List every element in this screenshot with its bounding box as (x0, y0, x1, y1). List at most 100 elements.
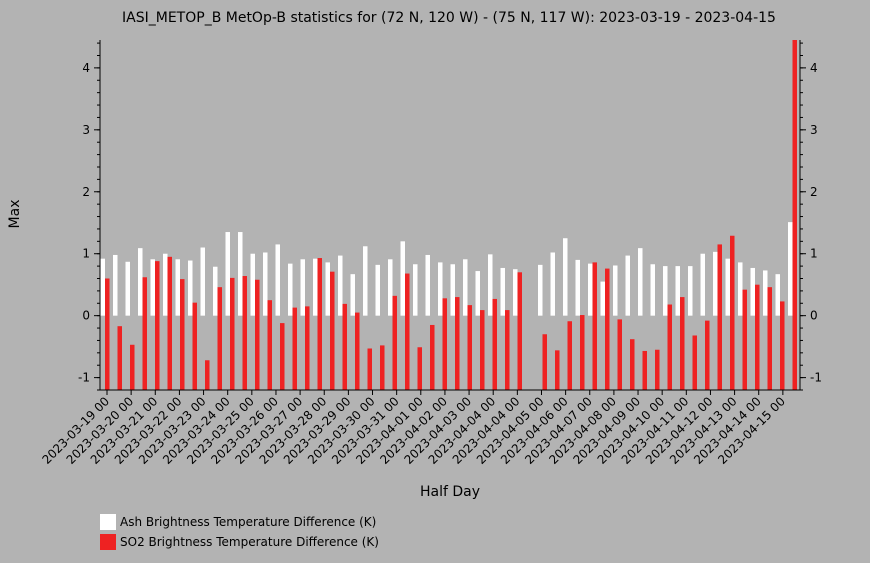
ash-bar (775, 274, 780, 316)
so2-bar (617, 319, 622, 390)
ash-bar (113, 254, 118, 316)
so2-bar (230, 277, 235, 390)
so2-bar (180, 279, 185, 390)
so2-bar (117, 326, 122, 390)
so2-bar (767, 287, 772, 390)
ash-bar (625, 255, 630, 316)
so2-bar (342, 303, 347, 390)
so2-bar (492, 298, 497, 390)
so2-bar (292, 307, 297, 390)
so2-bar (642, 350, 647, 390)
so2-bar (792, 40, 797, 390)
ash-bar (363, 246, 368, 316)
so2-bar (480, 310, 485, 390)
ash-bar (638, 248, 643, 316)
ash-bar (488, 254, 493, 316)
ash-bar (125, 261, 130, 316)
so2-bar (142, 277, 147, 390)
so2-bar (567, 321, 572, 390)
ash-bar (138, 248, 143, 316)
so2-bar (542, 334, 547, 390)
ash-bar (550, 252, 555, 316)
so2-bar (242, 276, 247, 390)
ash-bar (700, 253, 705, 316)
so2-bar (255, 279, 260, 390)
ash-bar (100, 258, 105, 316)
ash-bar (650, 264, 655, 316)
ash-bar (438, 262, 443, 316)
legend: Ash Brightness Temperature Difference (K… (100, 512, 379, 552)
so2-bar (517, 272, 522, 390)
y-tick-label-right: 1 (810, 247, 818, 261)
legend-swatch-ash (100, 514, 116, 530)
so2-bar (717, 244, 722, 390)
legend-label-ash: Ash Brightness Temperature Difference (K… (120, 515, 377, 529)
ash-bar (513, 269, 518, 316)
so2-bar (667, 304, 672, 390)
so2-bar (317, 258, 322, 390)
ash-bar (613, 265, 618, 316)
y-axis-label: Max (7, 200, 23, 229)
so2-bar (280, 323, 285, 390)
ash-bar (713, 251, 718, 316)
y-tick-label-right: -1 (810, 371, 822, 385)
ash-bar (413, 264, 418, 316)
ash-bar (325, 262, 330, 316)
ash-bar (463, 259, 468, 316)
ash-bar (200, 247, 205, 316)
so2-bar (355, 312, 360, 390)
so2-bar (655, 349, 660, 390)
ash-bar (188, 260, 193, 316)
ash-bar (250, 253, 255, 316)
y-tick-label-right: 3 (810, 123, 818, 137)
ash-bar (388, 259, 393, 316)
ash-bar (763, 270, 768, 316)
so2-bar (555, 350, 560, 390)
ash-bar (575, 259, 580, 316)
so2-bar (192, 302, 197, 390)
so2-bar (505, 310, 510, 390)
ash-bar (288, 263, 293, 316)
so2-bar (305, 306, 310, 390)
so2-bar (105, 278, 110, 390)
ash-bar (600, 281, 605, 316)
y-tick-label: 1 (82, 247, 90, 261)
so2-bar (367, 348, 372, 390)
ash-bar (688, 266, 693, 316)
so2-bar (467, 305, 472, 390)
so2-bar (605, 268, 610, 390)
so2-bar (692, 335, 697, 390)
so2-bar (730, 235, 735, 390)
ash-bar (350, 274, 355, 316)
so2-bar (417, 347, 422, 390)
ash-bar (500, 267, 505, 316)
so2-bar (217, 287, 222, 390)
ash-bar (338, 255, 343, 316)
so2-bar (330, 271, 335, 390)
ash-bar (163, 253, 168, 316)
ash-bar (788, 222, 793, 316)
ash-bar (313, 258, 318, 316)
ash-bar (663, 266, 668, 316)
y-tick-label: 0 (82, 309, 90, 323)
so2-bar (267, 300, 272, 390)
legend-item-so2: SO2 Brightness Temperature Difference (K… (100, 532, 379, 552)
so2-bar (742, 289, 747, 390)
ash-bar (750, 267, 755, 316)
so2-bar (205, 360, 210, 390)
so2-bar (455, 297, 460, 390)
so2-bar (780, 301, 785, 390)
plot-bars (100, 40, 797, 390)
y-tick-label: 4 (82, 61, 90, 75)
ash-bar (300, 259, 305, 316)
legend-item-ash: Ash Brightness Temperature Difference (K… (100, 512, 379, 532)
ash-bar (738, 262, 743, 316)
so2-bar (380, 345, 385, 390)
y-tick-label-right: 0 (810, 309, 818, 323)
so2-bar (630, 339, 635, 390)
y-tick-label: 3 (82, 123, 90, 137)
ash-bar (675, 266, 680, 316)
ash-bar (375, 264, 380, 316)
